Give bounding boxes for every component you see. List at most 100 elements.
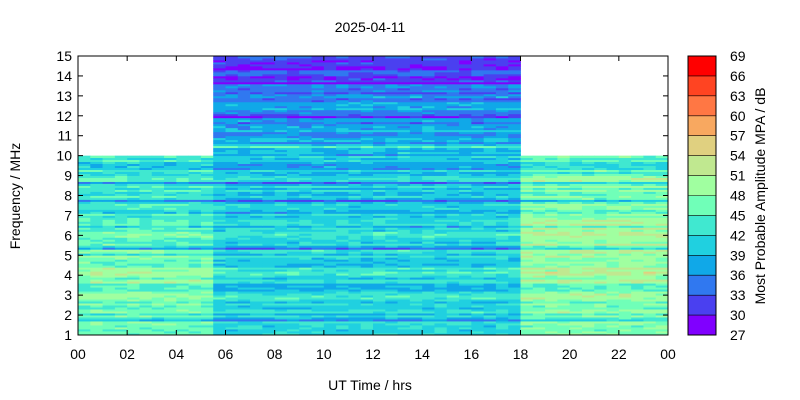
heatmap-cell bbox=[446, 199, 460, 202]
heatmap-cell bbox=[78, 279, 91, 282]
heatmap-cell bbox=[655, 297, 669, 300]
heatmap-cell bbox=[90, 181, 103, 184]
heatmap-cell bbox=[434, 327, 448, 330]
heatmap-cell bbox=[606, 285, 620, 288]
heatmap-cell bbox=[176, 293, 190, 296]
heatmap-cell bbox=[151, 317, 165, 320]
heatmap-cell bbox=[508, 195, 521, 198]
heatmap-cell bbox=[557, 159, 571, 163]
heatmap-cell bbox=[434, 331, 448, 334]
heatmap-cell bbox=[545, 257, 558, 260]
heatmap-cell bbox=[311, 325, 325, 328]
heatmap-cell bbox=[274, 183, 288, 186]
heatmap-cell bbox=[655, 269, 669, 272]
heatmap-cell bbox=[422, 333, 435, 336]
heatmap-cell bbox=[336, 167, 349, 170]
heatmap-cell bbox=[78, 243, 91, 246]
heatmap-cell bbox=[348, 309, 362, 312]
heatmap-cell bbox=[385, 309, 398, 312]
heatmap-cell bbox=[434, 109, 448, 113]
heatmap-cell bbox=[581, 231, 595, 234]
heatmap-cell bbox=[581, 315, 595, 318]
heatmap-cell bbox=[323, 201, 337, 204]
heatmap-cell bbox=[348, 105, 362, 109]
heatmap-cell bbox=[274, 305, 288, 308]
heatmap-cell bbox=[311, 167, 325, 170]
heatmap-cell bbox=[90, 307, 103, 310]
heatmap-cell bbox=[250, 269, 263, 272]
heatmap-cell bbox=[471, 163, 485, 166]
heatmap-cell bbox=[188, 185, 202, 188]
heatmap-cell bbox=[459, 203, 472, 206]
heatmap-cell bbox=[274, 123, 288, 127]
heatmap-cell bbox=[581, 237, 595, 240]
heatmap-cell bbox=[508, 285, 521, 288]
heatmap-cell bbox=[237, 139, 251, 143]
heatmap-cell bbox=[483, 307, 497, 310]
heatmap-cell bbox=[127, 263, 140, 266]
heatmap-cell bbox=[520, 175, 534, 178]
heatmap-cell bbox=[262, 273, 276, 276]
heatmap-cell bbox=[446, 219, 460, 222]
heatmap-cell bbox=[274, 165, 288, 168]
heatmap-cell bbox=[631, 183, 644, 186]
heatmap-cell bbox=[176, 221, 190, 224]
heatmap-cell bbox=[434, 301, 448, 304]
heatmap-cell bbox=[299, 253, 312, 256]
heatmap-cell bbox=[176, 261, 190, 264]
heatmap-cell bbox=[495, 123, 509, 127]
heatmap-cell bbox=[434, 181, 448, 184]
heatmap-cell bbox=[299, 147, 312, 151]
heatmap-cell bbox=[397, 171, 411, 174]
heatmap-cell bbox=[532, 255, 546, 258]
heatmap-cell bbox=[348, 119, 362, 123]
heatmap-cell bbox=[373, 139, 386, 143]
heatmap-cell bbox=[520, 267, 534, 270]
heatmap-cell bbox=[557, 315, 571, 318]
heatmap-cell bbox=[114, 277, 128, 280]
heatmap-cell bbox=[606, 217, 620, 220]
heatmap-cell bbox=[164, 209, 177, 212]
heatmap-cell bbox=[299, 271, 312, 274]
heatmap-cell bbox=[397, 213, 411, 216]
heatmap-cell bbox=[655, 263, 669, 266]
heatmap-cell bbox=[495, 299, 509, 302]
heatmap-cell bbox=[164, 265, 177, 268]
heatmap-cell bbox=[90, 209, 103, 212]
heatmap-cell bbox=[250, 111, 263, 115]
heatmap-cell bbox=[446, 133, 460, 137]
heatmap-cell bbox=[225, 113, 239, 117]
heatmap-cell bbox=[508, 233, 521, 236]
heatmap-cell bbox=[102, 243, 116, 246]
heatmap-cell bbox=[237, 313, 251, 316]
heatmap-cell bbox=[545, 219, 558, 222]
heatmap-cell bbox=[520, 285, 534, 288]
heatmap-cell bbox=[200, 175, 214, 178]
heatmap-cell bbox=[78, 311, 91, 314]
heatmap-cell bbox=[434, 241, 448, 244]
heatmap-cell bbox=[151, 171, 165, 174]
heatmap-cell bbox=[262, 179, 276, 182]
heatmap-cell bbox=[606, 293, 620, 296]
heatmap-cell bbox=[237, 325, 251, 328]
heatmap-cell bbox=[495, 205, 509, 208]
heatmap-cell bbox=[323, 245, 337, 248]
heatmap-cell bbox=[655, 249, 669, 252]
heatmap-cell bbox=[188, 195, 202, 198]
heatmap-cell bbox=[311, 301, 325, 304]
heatmap-cell bbox=[311, 271, 325, 274]
heatmap-cell bbox=[422, 129, 435, 133]
heatmap-cell bbox=[655, 295, 669, 298]
heatmap-cell bbox=[495, 279, 509, 282]
heatmap-cell bbox=[127, 283, 140, 286]
heatmap-cell bbox=[286, 175, 300, 178]
heatmap-cell bbox=[164, 297, 177, 300]
heatmap-cell bbox=[422, 197, 435, 200]
heatmap-cell bbox=[397, 147, 411, 151]
heatmap-cell bbox=[545, 163, 558, 166]
heatmap-cell bbox=[127, 333, 140, 336]
heatmap-cell bbox=[655, 175, 669, 178]
heatmap-cell bbox=[213, 301, 226, 304]
heatmap-cell bbox=[557, 197, 571, 200]
heatmap-cell bbox=[188, 281, 202, 284]
